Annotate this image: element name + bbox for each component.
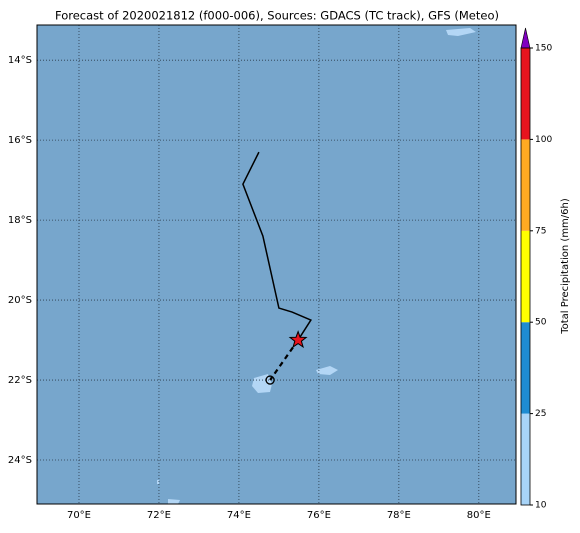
current-position: [288, 330, 308, 349]
y-tick-label: 24°S: [8, 455, 32, 466]
forecast-position: [265, 375, 275, 385]
forecast-track: [269, 339, 299, 381]
colorbar-tick-label: 100: [535, 135, 552, 145]
ocean: [37, 25, 516, 504]
x-tick-label: 78°E: [387, 510, 411, 521]
colorbar-tick-label: 150: [535, 44, 552, 54]
colorbar-segment: [521, 413, 530, 505]
y-tick-label: 16°S: [8, 135, 32, 146]
land: [157, 28, 476, 504]
colorbar-extend: [520, 27, 531, 49]
colorbar-segment: [521, 322, 530, 414]
colorbar-label: Total Precipitation (mm/6h): [560, 198, 571, 335]
x-tick-label: 80°E: [467, 510, 491, 521]
colorbar-tick-label: 50: [535, 318, 547, 328]
observed-track: [242, 151, 312, 341]
map-title: Forecast of 2020021812 (f000-006), Sourc…: [55, 9, 499, 23]
y-tick-label: 22°S: [8, 375, 32, 386]
x-tick-label: 76°E: [307, 510, 331, 521]
x-tick-label: 72°E: [147, 510, 171, 521]
map-frame: [36, 24, 517, 505]
y-tick-label: 18°S: [8, 215, 32, 226]
colorbar-frame: [520, 47, 531, 506]
y-tick-label: 14°S: [8, 55, 32, 66]
colorbar-tick-label: 25: [535, 409, 546, 419]
colorbar-segment: [521, 48, 530, 140]
colorbar-tick-label: 75: [535, 226, 546, 236]
colorbar-segment: [521, 230, 530, 323]
colorbar-tick-label: 10: [535, 501, 547, 511]
x-tick-label: 70°E: [67, 510, 91, 521]
y-tick-label: 20°S: [8, 295, 32, 306]
colorbar-segment: [521, 139, 530, 231]
x-tick-label: 74°E: [227, 510, 251, 521]
